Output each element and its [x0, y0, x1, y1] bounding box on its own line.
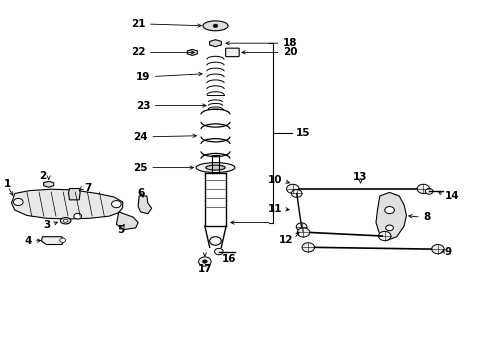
- Circle shape: [74, 213, 81, 219]
- Text: 13: 13: [352, 172, 367, 182]
- Text: 12: 12: [278, 235, 292, 244]
- Circle shape: [302, 243, 314, 252]
- Text: 2: 2: [39, 171, 46, 181]
- Text: 1: 1: [4, 179, 11, 189]
- Text: 21: 21: [131, 19, 145, 29]
- Text: 11: 11: [267, 204, 282, 214]
- Ellipse shape: [63, 219, 68, 222]
- Text: 25: 25: [133, 163, 147, 172]
- Ellipse shape: [196, 163, 234, 172]
- Text: 22: 22: [131, 48, 145, 57]
- Polygon shape: [138, 196, 151, 214]
- Circle shape: [291, 190, 302, 197]
- Circle shape: [286, 184, 299, 193]
- Text: 18: 18: [283, 38, 297, 48]
- Polygon shape: [68, 189, 80, 200]
- Polygon shape: [116, 212, 138, 230]
- Text: 8: 8: [423, 212, 430, 222]
- Text: 16: 16: [222, 254, 236, 264]
- Text: 24: 24: [133, 132, 147, 143]
- Text: 5: 5: [117, 225, 124, 235]
- Circle shape: [425, 189, 432, 194]
- Circle shape: [416, 184, 429, 193]
- Circle shape: [111, 201, 121, 208]
- Polygon shape: [375, 192, 406, 240]
- Circle shape: [209, 237, 221, 245]
- Text: 14: 14: [444, 191, 458, 201]
- Circle shape: [214, 248, 223, 255]
- Circle shape: [297, 228, 309, 237]
- Ellipse shape: [203, 21, 227, 31]
- Text: 9: 9: [444, 247, 451, 257]
- Circle shape: [213, 24, 218, 28]
- Circle shape: [384, 207, 393, 214]
- Text: 6: 6: [137, 189, 144, 198]
- Text: 20: 20: [283, 48, 297, 57]
- Circle shape: [378, 231, 390, 240]
- FancyBboxPatch shape: [225, 48, 239, 57]
- Circle shape: [431, 244, 443, 254]
- Circle shape: [13, 198, 23, 206]
- Polygon shape: [187, 49, 197, 55]
- Text: 19: 19: [136, 72, 150, 82]
- Text: 23: 23: [136, 100, 150, 111]
- Polygon shape: [209, 40, 221, 47]
- Ellipse shape: [205, 165, 224, 170]
- Text: 17: 17: [197, 264, 212, 274]
- Circle shape: [296, 223, 306, 231]
- Circle shape: [202, 260, 207, 263]
- Text: 7: 7: [84, 183, 91, 193]
- Circle shape: [60, 238, 65, 242]
- Text: 15: 15: [295, 128, 309, 138]
- Polygon shape: [41, 237, 64, 244]
- Text: 3: 3: [43, 220, 50, 230]
- Circle shape: [385, 225, 393, 231]
- Ellipse shape: [60, 217, 71, 224]
- Polygon shape: [43, 181, 54, 187]
- Text: 4: 4: [24, 236, 32, 246]
- Circle shape: [198, 257, 211, 266]
- Polygon shape: [11, 189, 122, 219]
- Text: 10: 10: [267, 175, 282, 185]
